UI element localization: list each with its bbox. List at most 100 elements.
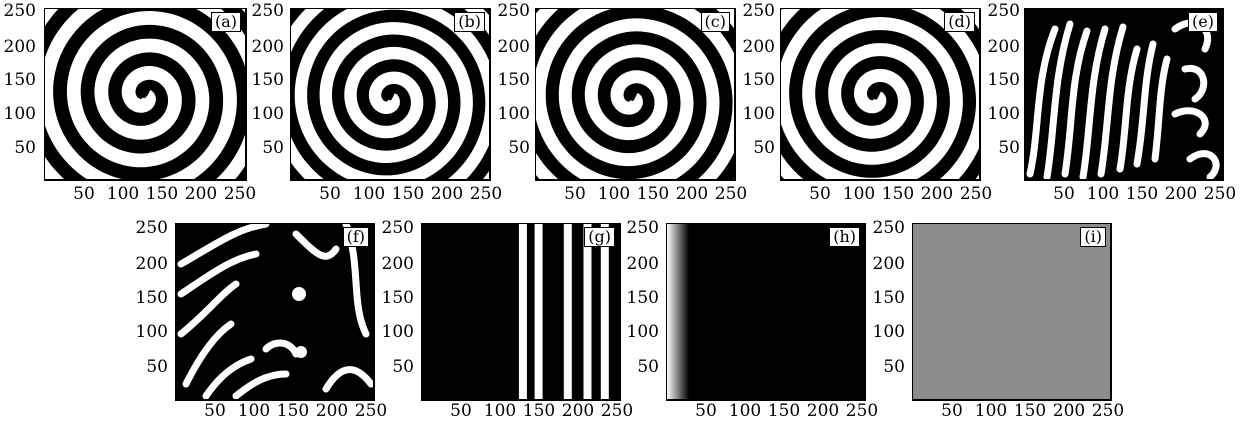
- y-tick: 150: [742, 70, 775, 90]
- x-tick: 200: [561, 401, 595, 421]
- wave-front: [322, 366, 373, 393]
- x-tick: 100: [352, 184, 386, 204]
- y-tick: 150: [987, 70, 1020, 90]
- y-tick: 200: [3, 37, 36, 57]
- x-tick: 200: [1164, 184, 1198, 204]
- y-tick: 200: [987, 37, 1020, 57]
- x-tick: 150: [391, 184, 425, 204]
- x-tick: 50: [319, 184, 341, 204]
- x-tick: 100: [1086, 184, 1120, 204]
- pattern-image: [667, 224, 864, 399]
- x-tick: 100: [597, 184, 631, 204]
- y-tick: 200: [626, 254, 659, 274]
- y-tick: 250: [742, 1, 775, 21]
- panel-label: (d): [944, 12, 975, 32]
- x-tick: 50: [450, 401, 472, 421]
- spiral-arm: [45, 9, 245, 179]
- x-tick: 50: [73, 184, 95, 204]
- pattern-image: [45, 9, 245, 179]
- wave-front: [177, 250, 260, 298]
- panel-a: 250 200 150 100 50 (a) 50 100 150 200 25…: [0, 0, 257, 205]
- plot-c: (c): [535, 8, 736, 181]
- x-tick: 250: [600, 401, 634, 421]
- panel-label: (i): [1080, 227, 1106, 247]
- y-tick: 100: [626, 322, 659, 342]
- y-tick: 150: [381, 288, 414, 308]
- pattern-image: [176, 224, 373, 399]
- plot-b: (b): [290, 8, 491, 181]
- x-tick: 50: [1053, 184, 1075, 204]
- x-tick: 100: [842, 184, 876, 204]
- panel-b: 250 200 150 100 50 (b) 50 100 150 200 25…: [248, 0, 503, 205]
- panel-label: (f): [342, 227, 369, 247]
- x-tick: 150: [522, 401, 556, 421]
- wave-front: [177, 280, 240, 338]
- y-tick: 100: [251, 104, 284, 124]
- y-tick: 250: [987, 1, 1020, 21]
- wave-front: [1186, 150, 1220, 179]
- x-tick: 50: [695, 401, 717, 421]
- x-tick: 200: [315, 401, 349, 421]
- y-tick: 200: [135, 254, 168, 274]
- y-tick: 150: [497, 70, 530, 90]
- x-tick: 150: [145, 184, 179, 204]
- panel-label: (e): [1188, 12, 1218, 32]
- y-tick: 100: [3, 104, 36, 124]
- x-tick: 150: [1013, 401, 1047, 421]
- x-tick: 50: [564, 184, 586, 204]
- y-tick: 50: [14, 138, 36, 158]
- panel-label: (a): [210, 12, 241, 32]
- y-tick: 50: [998, 138, 1020, 158]
- y-tick: 100: [135, 322, 168, 342]
- spiral-core: [295, 346, 307, 358]
- pattern-image: [913, 224, 1110, 399]
- y-tick: 200: [497, 37, 530, 57]
- x-tick: 100: [483, 401, 517, 421]
- x-tick: 200: [184, 184, 218, 204]
- y-tick: 200: [251, 37, 284, 57]
- y-tick: 250: [497, 1, 530, 21]
- panel-c: 250 200 150 100 50 (c) 50 100 150 200 25…: [494, 0, 748, 205]
- wave-front: [1116, 45, 1141, 173]
- x-tick: 250: [714, 184, 748, 204]
- y-tick: 50: [883, 357, 905, 377]
- panel-f: 250 200 150 100 50 (f) 50 100 150 200 25…: [132, 215, 388, 425]
- wave-front: [292, 230, 340, 260]
- y-tick: 150: [626, 288, 659, 308]
- wave-front: [182, 320, 235, 388]
- edge-glow: [667, 224, 689, 399]
- stripe: [563, 224, 572, 399]
- x-tick: 250: [1091, 401, 1125, 421]
- wave-front: [1151, 55, 1171, 163]
- spiral-arm: [536, 9, 734, 179]
- wave-front: [202, 355, 255, 399]
- y-tick: 250: [135, 218, 168, 238]
- panel-label: (c): [700, 12, 730, 32]
- y-tick: 250: [872, 218, 905, 238]
- x-tick: 50: [809, 184, 831, 204]
- y-tick: 100: [742, 104, 775, 124]
- x-tick: 100: [728, 401, 762, 421]
- spiral-arm: [291, 9, 489, 179]
- pattern-background: [667, 224, 864, 399]
- x-tick: 50: [941, 401, 963, 421]
- wave-front: [1079, 25, 1109, 179]
- wave-front: [1171, 107, 1209, 138]
- x-tick: 200: [430, 184, 464, 204]
- y-tick: 200: [381, 254, 414, 274]
- x-tick: 150: [767, 401, 801, 421]
- y-tick: 50: [146, 357, 168, 377]
- y-tick: 150: [135, 288, 168, 308]
- panel-label: (h): [829, 227, 860, 247]
- pattern-background: [913, 224, 1110, 399]
- pattern-image: [291, 9, 489, 179]
- x-tick: 200: [920, 184, 954, 204]
- y-tick: 50: [262, 138, 284, 158]
- panel-g: 250 200 150 100 50 (g) 50 100 150 200 25…: [378, 215, 634, 425]
- x-tick: 100: [106, 184, 140, 204]
- plot-g: (g): [421, 223, 621, 401]
- wave-front: [177, 224, 270, 268]
- plot-a: (a): [44, 8, 247, 181]
- x-tick: 150: [1125, 184, 1159, 204]
- panel-h: 250 200 150 100 50 (h) 50 100 150 200 25…: [623, 215, 879, 425]
